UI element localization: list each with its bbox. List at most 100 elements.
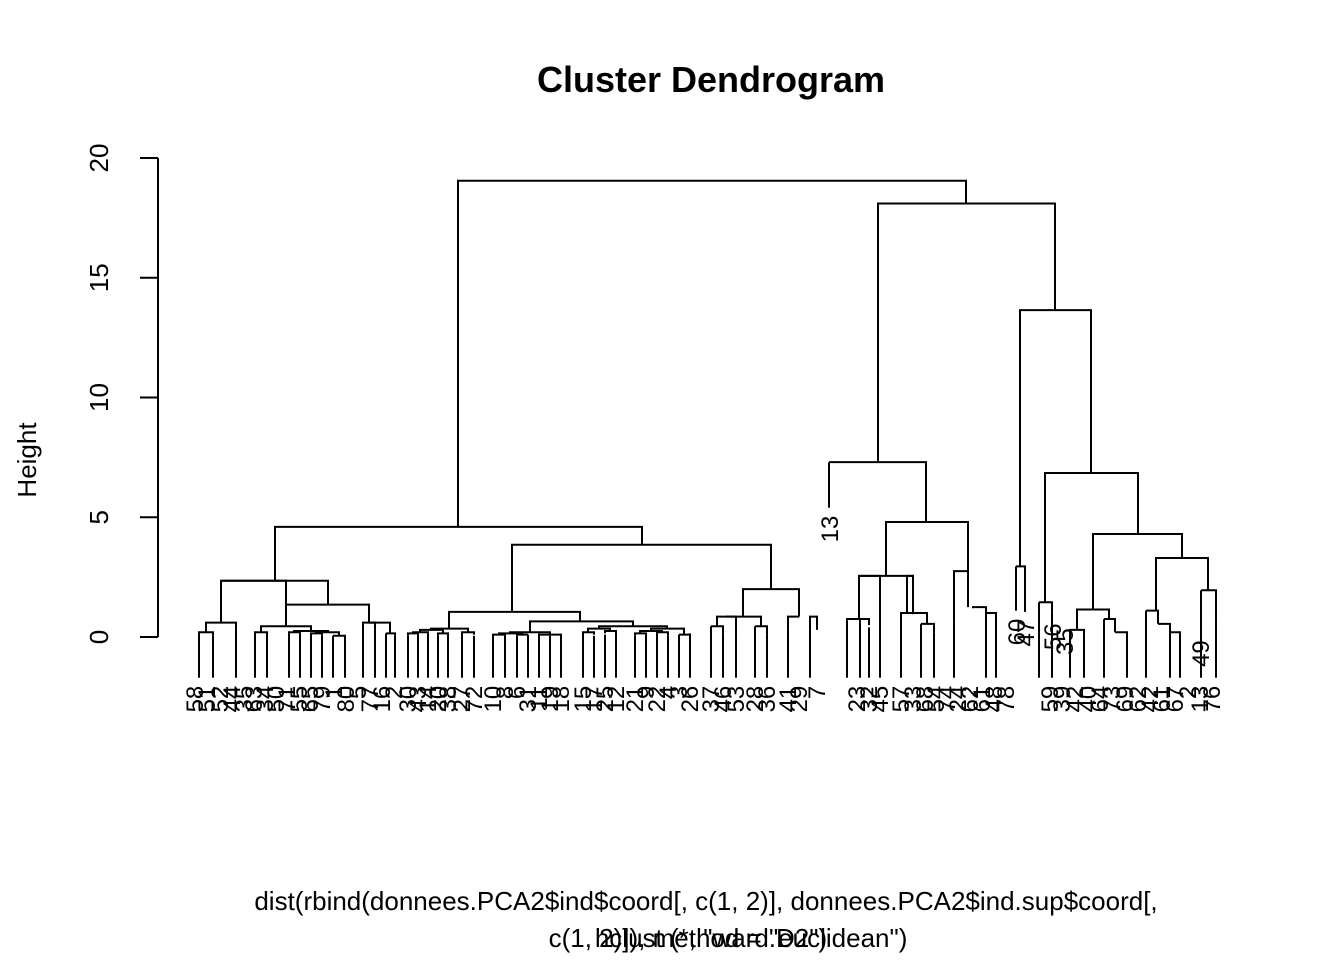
dendrogram-link <box>198 631 214 636</box>
leaf-label: 57 <box>888 686 915 713</box>
dendrogram-link <box>1170 631 1181 635</box>
y-tick-label: 20 <box>84 144 114 173</box>
leaf-label: 25 <box>592 686 619 713</box>
dendrogram-link <box>1201 589 1217 623</box>
leaf-label: 71 <box>274 686 301 713</box>
leaf-label: 60 <box>1004 619 1031 646</box>
dendrogram-link <box>293 630 329 633</box>
dendrogram-link <box>634 632 647 636</box>
leaf-label: 42 <box>1062 686 1089 713</box>
leaf-label: 21 <box>622 686 649 713</box>
dendrogram-link <box>885 521 969 576</box>
dendrogram-link <box>437 632 449 636</box>
dendrogram-link <box>986 612 997 632</box>
leaf-label: 13 <box>817 516 844 543</box>
dendrogram-link <box>972 606 987 614</box>
leaf-label: 46 <box>710 686 737 713</box>
leaf-label: 41 <box>775 686 802 713</box>
dendrogram-link <box>913 612 928 624</box>
leaf-label: 20 <box>425 686 452 713</box>
leaf-label: 13 <box>1187 686 1214 713</box>
dendrogram-link <box>711 625 724 634</box>
leaf-labels: 5851524435633450715565791805771623043142… <box>182 516 1226 713</box>
dendrogram-link <box>921 622 935 633</box>
dendrogram-link <box>448 610 581 629</box>
x-axis-label-line1: dist(rbind(donnees.PCA2$ind$coord[, c(1,… <box>254 886 1157 916</box>
dendrogram-link <box>457 179 967 527</box>
dendrogram-link <box>220 579 287 627</box>
leaf-label: 47 <box>1013 620 1040 647</box>
dendrogram-link <box>1044 471 1139 603</box>
leaf-label: 23 <box>844 686 871 713</box>
leaf-label: 61 <box>1149 686 1176 713</box>
leaf-label: 16 <box>369 686 396 713</box>
leaf-label: 74 <box>934 686 961 713</box>
leaf-label: 35 <box>1052 628 1079 655</box>
leaf-label: 2 <box>1175 686 1202 699</box>
leaf-label: 12 <box>603 686 630 713</box>
x-axis-label-line2: c(1, 2)]), method = "euclidean") <box>549 923 908 953</box>
dendrogram-link <box>1076 608 1110 630</box>
dendrogram-link <box>369 621 391 634</box>
leaf-label: 76 <box>1199 686 1226 713</box>
dendrogram-link <box>582 631 595 636</box>
leaf-label: 32 <box>856 686 883 713</box>
leaf-label: 24 <box>945 686 972 713</box>
dendrogram-link <box>809 615 818 630</box>
dendrogram-link <box>656 631 669 636</box>
dendrogram-link <box>529 620 634 633</box>
leaf-label: 50 <box>263 686 290 713</box>
dendrogram-link <box>386 632 396 636</box>
leaf-label: 29 <box>786 686 813 713</box>
dendrogram-link <box>604 630 617 636</box>
dendrogram-link <box>953 570 969 623</box>
leaf-label: 34 <box>252 686 279 713</box>
leaf-label: 64 <box>1087 686 1114 713</box>
dendrogram-link <box>288 631 301 635</box>
leaf-label: 19 <box>537 686 564 713</box>
leaf-label: 39 <box>1049 686 1076 713</box>
dendrogram-link <box>1092 533 1183 610</box>
leaf-label: 59 <box>1037 686 1064 713</box>
dendrogram-link <box>362 621 376 630</box>
leaf-label: 53 <box>723 686 750 713</box>
leaf-label: 7 <box>804 686 831 699</box>
chart-title: Cluster Dendrogram <box>537 59 885 100</box>
leaf-label: 55 <box>286 686 313 713</box>
leaf-label: 2 <box>381 686 408 699</box>
leaf-label: 45 <box>867 686 894 713</box>
leaf-label: 14 <box>415 686 442 713</box>
leaf-label: 54 <box>923 686 950 713</box>
y-axis: 0 5 10 15 20 <box>84 144 159 644</box>
leaf-label: 27 <box>449 686 476 713</box>
leaf-label: 78 <box>993 686 1020 713</box>
dendrogram-link <box>859 574 914 614</box>
dendrogram-link <box>492 633 505 636</box>
leaf-label: 48 <box>981 686 1008 713</box>
dendrogram-link <box>221 579 329 605</box>
leaf-label: 52 <box>207 686 234 713</box>
dendrogram-link <box>254 631 268 637</box>
dendrogram-link <box>639 630 663 634</box>
leaf-label: 9 <box>633 686 660 699</box>
leaf-label: 63 <box>241 686 268 713</box>
leaf-label: 68 <box>912 686 939 713</box>
method-subtitle: hclust (*, "ward.D2") <box>595 923 827 953</box>
leaf-label: 56 <box>1040 623 1067 650</box>
leaf-label: 11 <box>526 686 553 711</box>
dendrogram-tree <box>198 179 1217 678</box>
dendrogram-link <box>900 612 914 626</box>
y-tick-label: 10 <box>84 383 114 412</box>
leaf-label: 17 <box>581 686 608 713</box>
dendrogram-link <box>742 588 800 617</box>
dendrogram-link <box>1039 601 1053 612</box>
leaf-label: 62 <box>1125 686 1152 713</box>
dendrogram-link <box>787 615 799 630</box>
leaf-label: 15 <box>570 686 597 713</box>
leaf-label: 62 <box>957 686 984 713</box>
dendrogram-link <box>846 618 861 623</box>
dendrogram-link <box>511 543 772 612</box>
leaf-label: 33 <box>900 686 927 713</box>
leaf-label: 58 <box>182 686 209 713</box>
leaf-label: 77 <box>357 686 384 713</box>
